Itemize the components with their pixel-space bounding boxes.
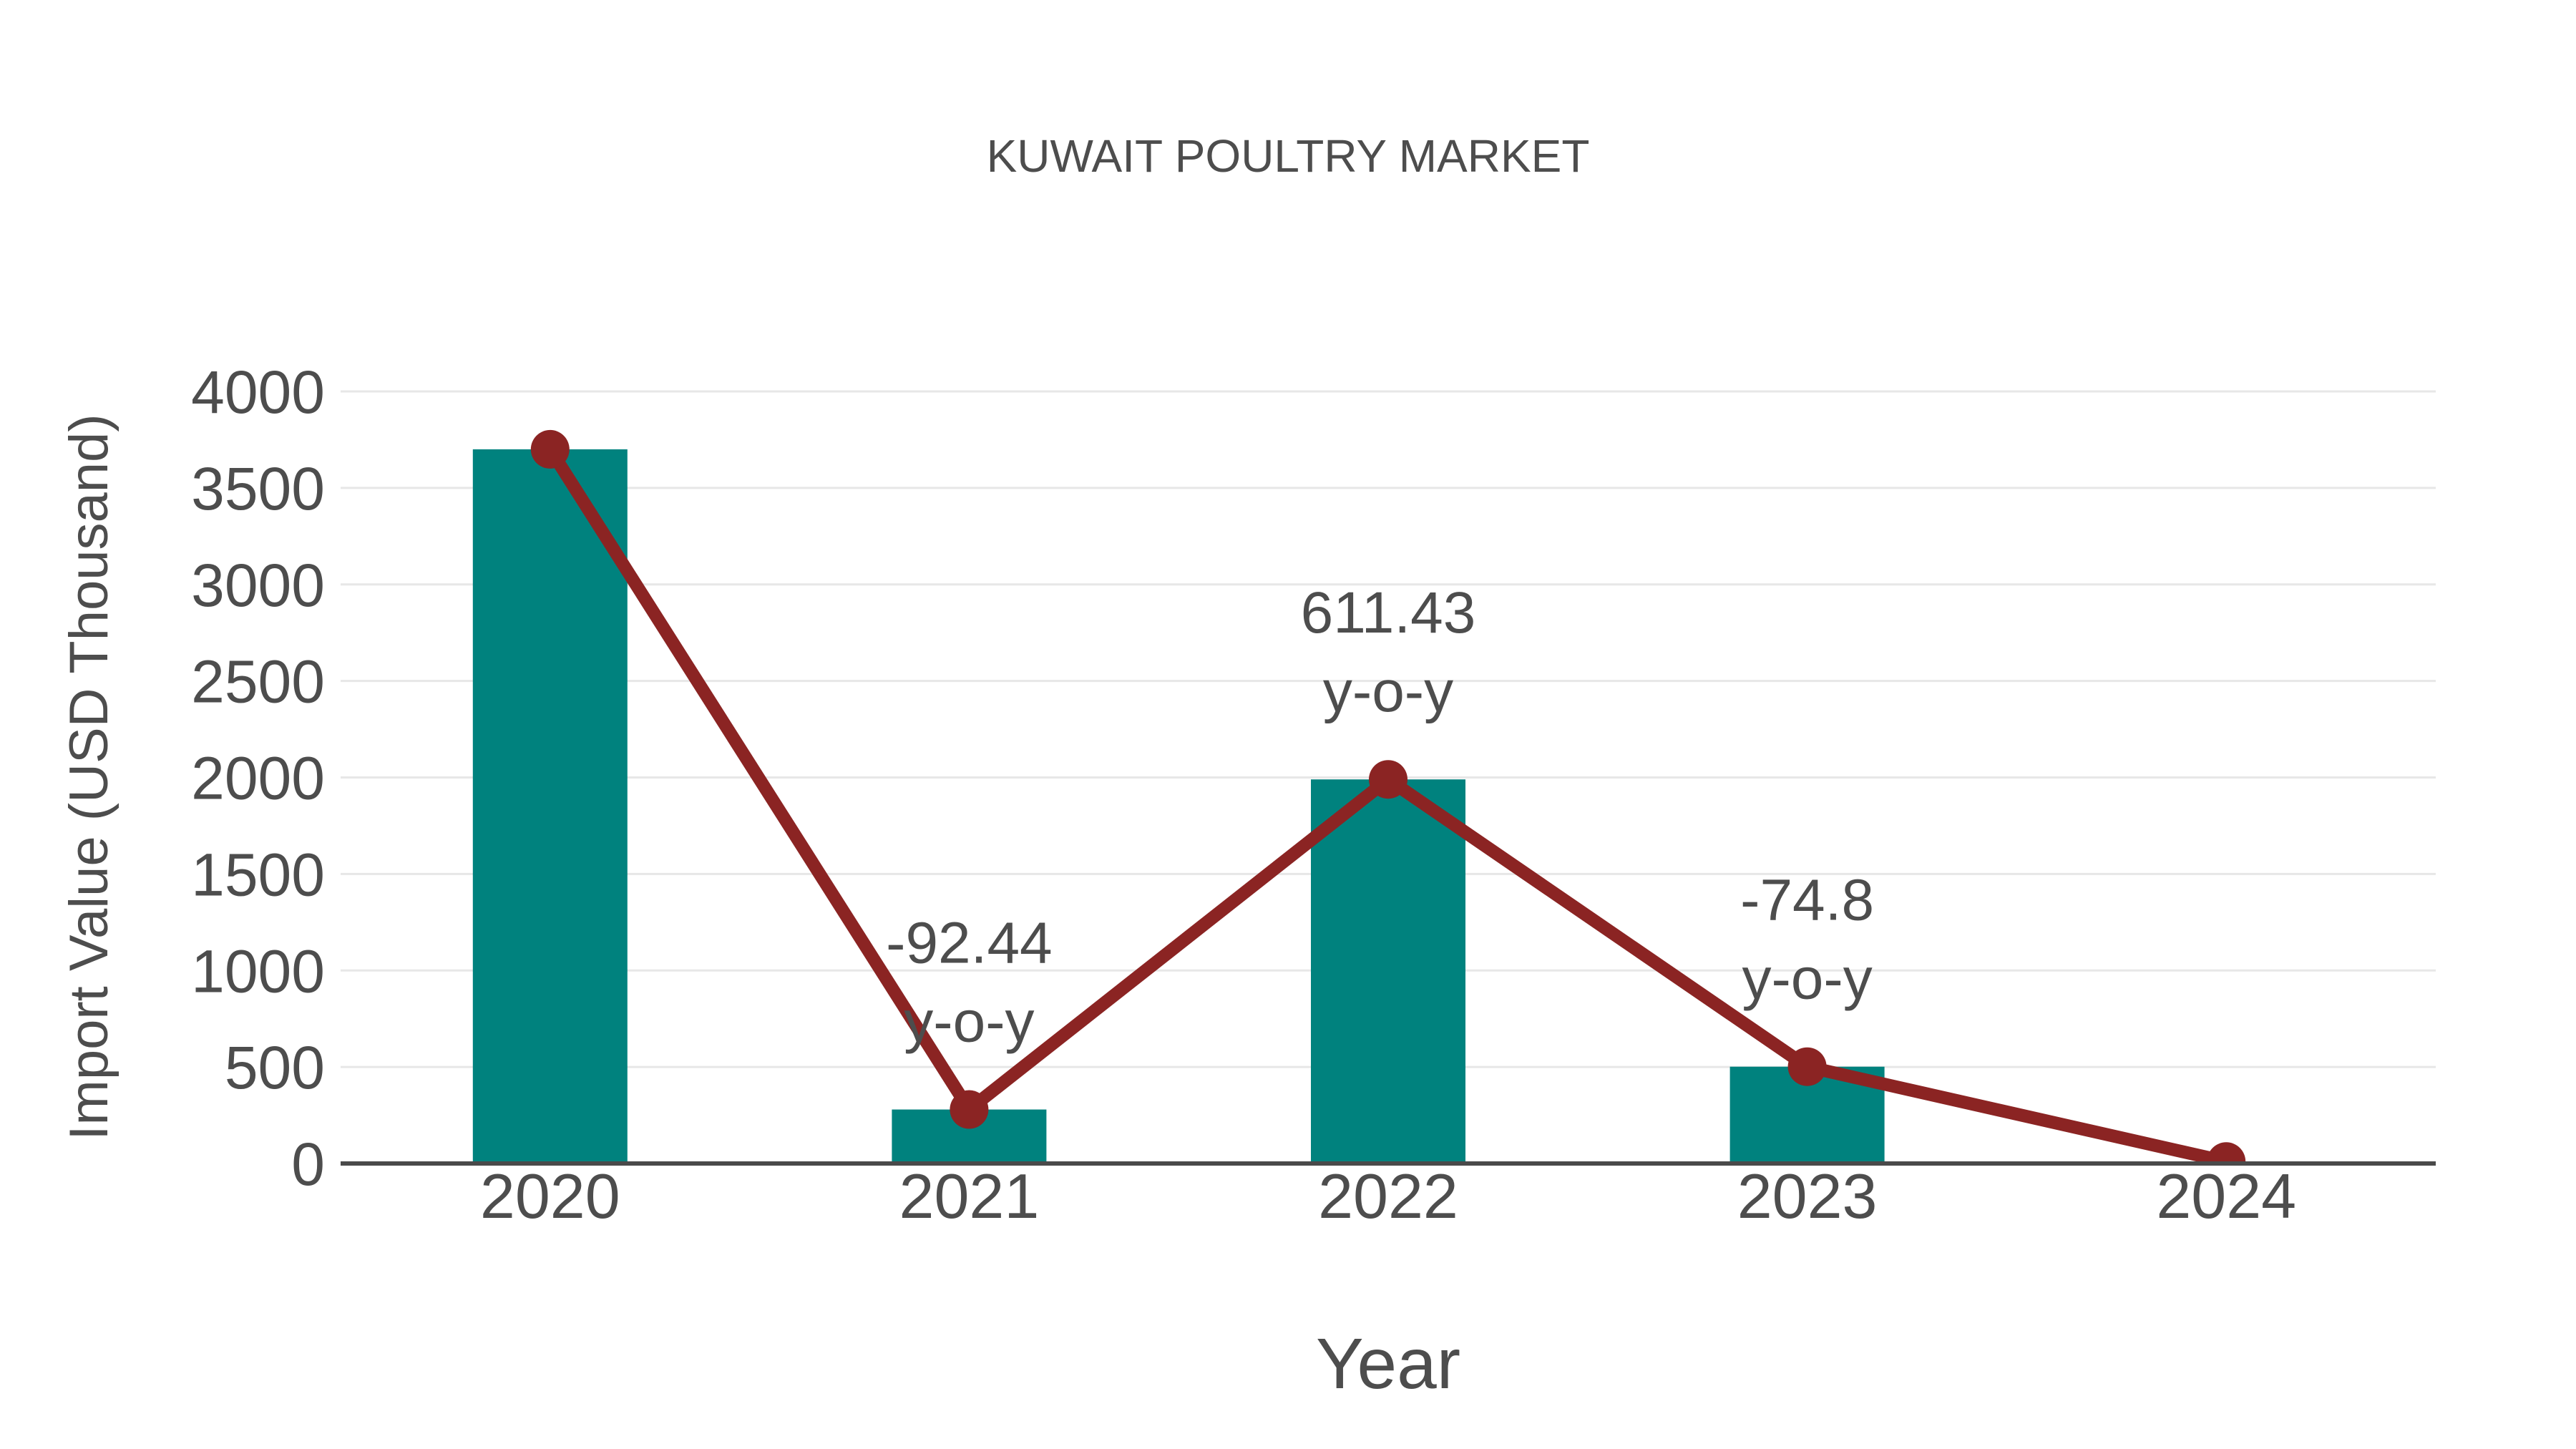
annotation-2022-value: 611.43 [1301,580,1476,645]
marker-2024 [2207,1142,2246,1163]
x-tick-label-2021: 2021 [899,1161,1040,1231]
annotation-layer: -92.44 y-o-y 611.43 y-o-y -74.8 y-o-y [886,580,1874,1054]
y-tick-label-2000: 2000 [191,745,325,812]
marker-2022 [1369,760,1407,799]
y-axis-title: Import Value (USD Thousand) [59,414,119,1140]
chart-title: KUWAIT POULTRY MARKET [987,130,1590,182]
bar-2020 [472,449,628,1163]
marker-2023 [1787,1047,1827,1086]
x-tick-label-2022: 2022 [1318,1161,1458,1231]
y-tick-label-1500: 1500 [191,841,325,908]
annotation-2023-value: -74.8 [1740,868,1874,933]
y-tick-label-2500: 2500 [191,648,325,716]
annotation-2021-suffix: y-o-y [904,990,1034,1055]
y-tick-label-1000: 1000 [191,937,325,1005]
bar-series-layer [472,449,2304,1163]
annotation-2023-suffix: y-o-y [1742,947,1872,1012]
marker-2021 [950,1090,989,1129]
x-tick-label-2023: 2023 [1737,1161,1878,1231]
x-tick-label-2020: 2020 [480,1161,620,1231]
y-tick-label-4000: 4000 [191,358,325,426]
annotation-2022-suffix: y-o-y [1323,659,1453,724]
y-tick-label-3500: 3500 [191,455,325,522]
y-tick-label-0: 0 [291,1131,325,1198]
y-tick-label-500: 500 [225,1034,325,1101]
tick-label-layer: 0 500 1000 1500 2000 2500 3000 3500 4000 2020 2021… [191,358,2296,1231]
y-tick-label-3000: 3000 [191,552,325,619]
bar-2022 [1311,779,1465,1163]
x-tick-label-2024: 2024 [2156,1161,2296,1231]
annotation-2021-value: -92.44 [886,911,1053,976]
marker-2020 [530,429,570,469]
x-axis-title: Year [1316,1324,1460,1404]
line-series-layer [530,429,2246,1163]
